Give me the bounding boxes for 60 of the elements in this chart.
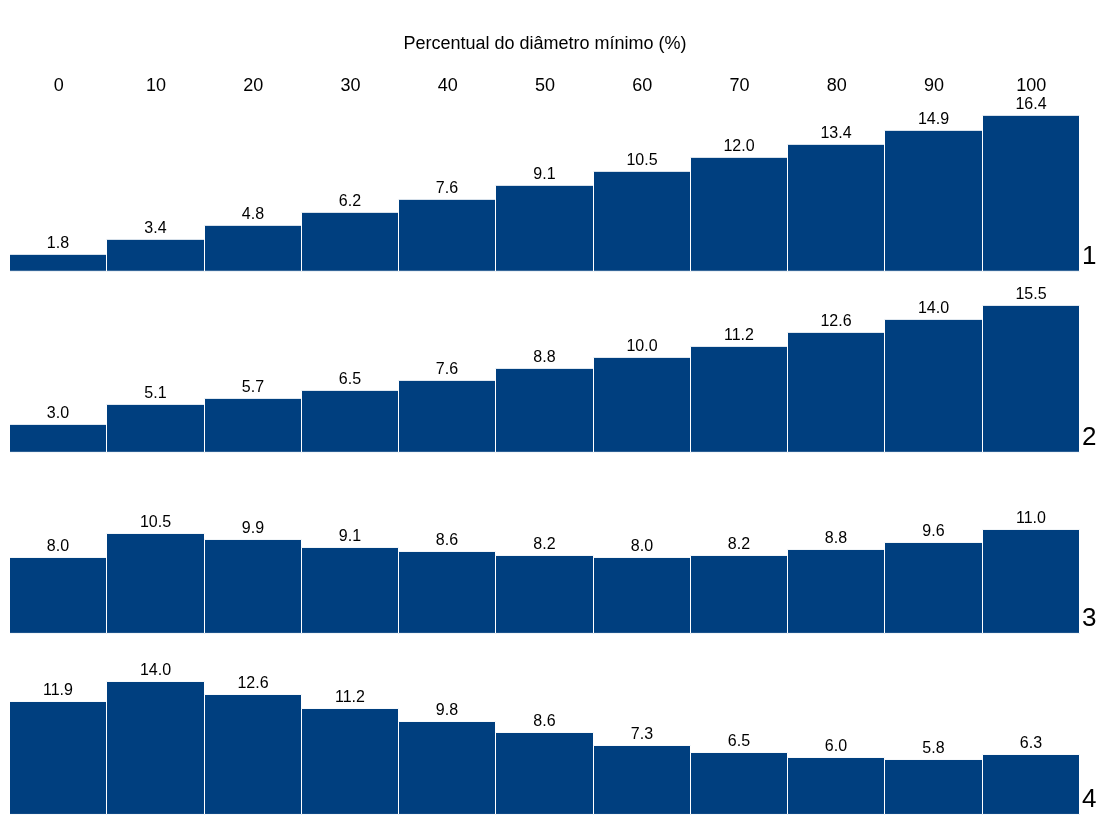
data-label: 11.2 <box>334 688 366 706</box>
data-label: 16.4 <box>1015 95 1047 113</box>
x-tick-label: 20 <box>243 75 264 96</box>
data-label: 6.5 <box>338 370 362 388</box>
data-label: 6.0 <box>824 737 848 755</box>
data-label: 5.7 <box>241 378 265 396</box>
data-label: 15.5 <box>1015 285 1047 303</box>
x-tick-label: 70 <box>729 75 750 96</box>
data-label: 9.8 <box>435 701 459 719</box>
data-label: 8.6 <box>435 531 459 549</box>
data-label: 12.6 <box>237 674 269 692</box>
data-label: 8.8 <box>533 348 556 366</box>
data-label: 8.0 <box>630 537 654 555</box>
data-label: 12.6 <box>820 312 852 330</box>
data-label: 6.5 <box>727 732 751 750</box>
x-tick-label: 0 <box>53 75 64 96</box>
data-label: 1.8 <box>46 234 70 252</box>
data-label: 8.6 <box>533 712 556 730</box>
data-label: 4.8 <box>241 205 265 223</box>
x-tick-label: 30 <box>340 75 361 96</box>
data-label: 12.0 <box>723 137 755 155</box>
data-label: 10.0 <box>626 337 658 355</box>
data-label: 11.0 <box>1015 509 1047 527</box>
x-tick-label: 80 <box>826 75 847 96</box>
x-tick-label: 40 <box>437 75 458 96</box>
data-label: 5.1 <box>144 384 167 402</box>
data-label: 8.2 <box>533 535 556 553</box>
data-label: 9.6 <box>922 522 945 540</box>
x-tick-label: 100 <box>1016 75 1047 96</box>
data-label: 14.9 <box>917 110 950 128</box>
data-label: 14.0 <box>139 661 172 679</box>
data-label: 7.6 <box>435 179 459 197</box>
data-label: 7.3 <box>630 725 654 743</box>
data-label: 13.4 <box>820 124 852 142</box>
x-axis-title: Percentual do diâmetro mínimo (%) <box>403 33 687 54</box>
text: 2 <box>1082 421 1097 451</box>
data-label: 3.0 <box>46 404 70 422</box>
data-label: 11.9 <box>42 681 74 699</box>
data-label: 8.0 <box>46 537 70 555</box>
data-label: 3.4 <box>144 219 167 237</box>
data-label: 6.2 <box>338 192 362 210</box>
x-tick-label: 60 <box>632 75 653 96</box>
x-tick-label: 10 <box>145 75 166 96</box>
data-label: 9.9 <box>241 519 265 537</box>
data-label: 9.1 <box>338 527 362 545</box>
data-label: 10.5 <box>139 513 172 531</box>
data-label: 9.1 <box>533 165 556 183</box>
x-tick-label: 50 <box>534 75 556 96</box>
data-label: 6.3 <box>1019 734 1043 752</box>
data-label: 5.8 <box>922 739 945 757</box>
text: 1 <box>1082 240 1097 270</box>
data-label: 10.5 <box>626 151 658 169</box>
data-label: 8.2 <box>727 535 751 553</box>
data-label: 8.8 <box>824 529 848 547</box>
data-label: 14.0 <box>917 299 950 317</box>
annotation: 4 <box>1082 783 1097 813</box>
text: 3 <box>1082 602 1097 632</box>
data-label: 7.6 <box>435 360 459 378</box>
data-label: 11.2 <box>723 326 755 344</box>
x-tick-label: 90 <box>924 75 945 96</box>
